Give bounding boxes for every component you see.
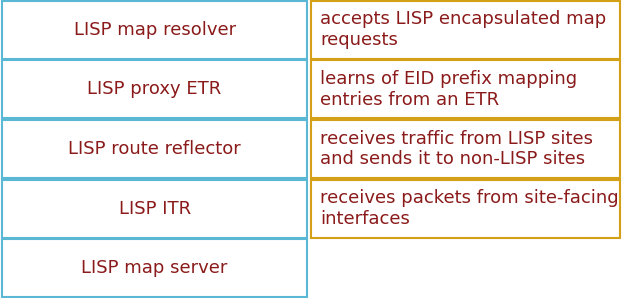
Text: LISP map server: LISP map server [81, 259, 228, 277]
Text: LISP route reflector: LISP route reflector [68, 140, 241, 158]
Text: LISP ITR: LISP ITR [119, 200, 190, 218]
Text: LISP map resolver: LISP map resolver [73, 21, 236, 39]
Bar [311, 60, 620, 118]
Text: receives traffic from LISP sites
and sends it to non-LISP sites: receives traffic from LISP sites and sen… [320, 130, 593, 168]
Bar [2, 180, 307, 238]
Bar [311, 1, 620, 59]
Text: learns of EID prefix mapping
entries from an ETR: learns of EID prefix mapping entries fro… [320, 70, 577, 109]
Bar [311, 120, 620, 178]
Text: LISP proxy ETR: LISP proxy ETR [88, 80, 221, 98]
Text: receives packets from site-facing
interfaces: receives packets from site-facing interf… [320, 189, 619, 228]
Bar [2, 60, 307, 118]
Bar [311, 180, 620, 238]
Bar [2, 239, 307, 297]
Bar [2, 120, 307, 178]
Bar [2, 1, 307, 59]
Text: accepts LISP encapsulated map
requests: accepts LISP encapsulated map requests [320, 10, 606, 49]
